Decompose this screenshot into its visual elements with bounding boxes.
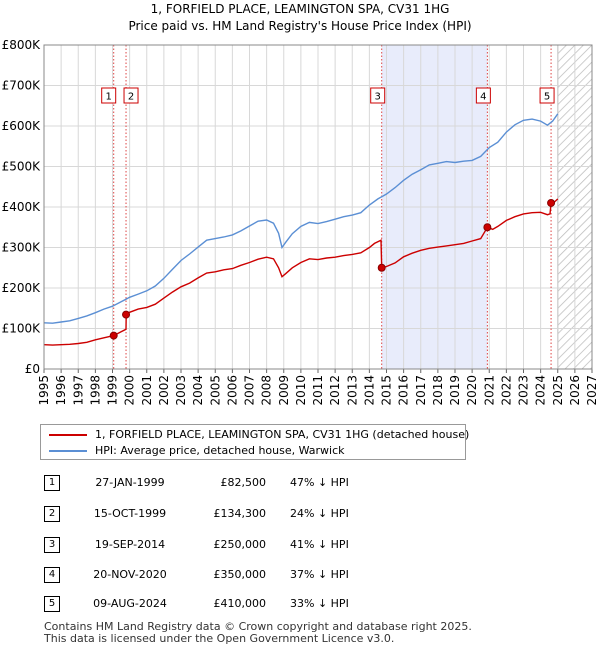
- x-tick-label: 2022: [499, 375, 513, 406]
- sale-point: [109, 331, 118, 340]
- x-tick-label: 2016: [397, 375, 411, 406]
- sale-hpi-delta: 47% ↓ HPI: [290, 476, 349, 489]
- footer-notice: Contains HM Land Registry data © Crown c…: [44, 621, 472, 645]
- footer-licence: This data is licensed under the Open Gov…: [44, 632, 395, 645]
- x-tick-label: 2001: [140, 375, 154, 406]
- x-tick-label: 2013: [345, 375, 359, 406]
- sale-row: 2 15-OCT-1999 £134,300 24% ↓ HPI: [0, 504, 600, 524]
- y-tick-label: £0: [25, 362, 40, 376]
- sale-hpi-delta: 41% ↓ HPI: [290, 538, 349, 551]
- chart-title: 1, FORFIELD PLACE, LEAMINGTON SPA, CV31 …: [151, 2, 450, 16]
- y-tick-label: £200K: [2, 281, 42, 295]
- x-tick-label: 2017: [414, 375, 428, 406]
- legend-item-property: 1, FORFIELD PLACE, LEAMINGTON SPA, CV31 …: [49, 427, 469, 443]
- y-tick-label: £300K: [2, 241, 42, 255]
- y-tick-label: £500K: [2, 160, 42, 174]
- hpi-line: [43, 113, 559, 324]
- sale-row: 4 20-NOV-2020 £350,000 37% ↓ HPI: [0, 565, 600, 585]
- sale-point: [547, 198, 556, 207]
- x-tick-label: 2004: [191, 375, 205, 406]
- x-tick-label: 1997: [71, 375, 85, 406]
- sale-price: £250,000: [213, 538, 267, 551]
- x-tick-label: 2009: [277, 375, 291, 406]
- x-tick-label: 2011: [311, 375, 325, 406]
- x-tick-label: 2023: [517, 375, 531, 406]
- sale-date: 19-SEP-2014: [94, 538, 166, 551]
- x-tick-label: 2025: [551, 375, 565, 406]
- x-tick-label: 2005: [208, 375, 222, 406]
- sale-hpi-delta: 37% ↓ HPI: [290, 568, 349, 581]
- x-tick-label: 2007: [243, 375, 257, 406]
- sale-marker-box: [101, 87, 117, 104]
- x-tick-label: 2019: [448, 375, 462, 406]
- sale-marker-box: [370, 87, 386, 104]
- x-tick-label: 2018: [431, 375, 445, 406]
- y-tick-label: £600K: [2, 119, 42, 133]
- sale-date: 09-AUG-2024: [93, 597, 167, 610]
- x-tick-label: 2014: [362, 375, 376, 406]
- x-tick-label: 2002: [157, 375, 171, 406]
- x-tick-label: 2024: [534, 375, 548, 406]
- chart-subtitle: Price paid vs. HM Land Registry's House …: [128, 19, 471, 33]
- x-tick-label: 1998: [88, 375, 102, 406]
- x-tick-label: 2010: [294, 375, 308, 406]
- x-tick-label: 2015: [380, 375, 394, 406]
- sale-hpi-delta: 33% ↓ HPI: [290, 597, 349, 610]
- sale-marker-label: 3: [375, 92, 381, 103]
- sale-hpi-delta: 24% ↓ HPI: [290, 507, 349, 520]
- plot-frame: [43, 44, 593, 370]
- sale-point: [483, 223, 492, 232]
- sale-date: 20-NOV-2020: [93, 568, 167, 581]
- x-tick-label: 1999: [106, 375, 120, 406]
- sale-date: 27-JAN-1999: [95, 476, 165, 489]
- sale-marker-badge: 4: [44, 567, 60, 583]
- x-tick-label: 2003: [174, 375, 188, 406]
- legend: 1, FORFIELD PLACE, LEAMINGTON SPA, CV31 …: [40, 424, 469, 460]
- x-tick-label: 2006: [225, 375, 239, 406]
- y-tick-label: £800K: [2, 38, 42, 52]
- sale-row: 5 09-AUG-2024 £410,000 33% ↓ HPI: [0, 594, 600, 614]
- y-tick-label: £100K: [2, 322, 42, 336]
- sale-marker-box: [539, 87, 555, 104]
- x-tick-label: 2012: [328, 375, 342, 406]
- x-tick-label: 2008: [260, 375, 274, 406]
- y-tick-label: £700K: [2, 79, 42, 93]
- price-chart: 1, FORFIELD PLACE, LEAMINGTON SPA, CV31 …: [2, 2, 599, 406]
- sale-marker-box: [475, 87, 491, 104]
- sale-marker-badge: 1: [44, 475, 60, 491]
- sale-date: 15-OCT-1999: [93, 507, 167, 520]
- sale-price: £350,000: [213, 568, 267, 581]
- sale-price: £410,000: [213, 597, 267, 610]
- y-tick-label: £400K: [2, 200, 42, 214]
- x-tick-label: 2020: [465, 375, 479, 406]
- sale-point: [377, 263, 386, 272]
- x-tick-label: 2021: [482, 375, 496, 406]
- sale-marker-label: 5: [544, 92, 550, 103]
- sale-marker-badge: 5: [44, 596, 60, 612]
- sale-marker-badge: 2: [44, 506, 60, 522]
- x-tick-label: 1995: [37, 375, 51, 406]
- sale-marker-badge: 3: [44, 537, 60, 553]
- legend-label-hpi: HPI: Average price, detached house, Warw…: [95, 444, 345, 457]
- sale-marker-box: [123, 87, 139, 104]
- x-tick-label: 1996: [54, 375, 68, 406]
- sale-price: £82,500: [220, 476, 267, 489]
- sale-price: £134,300: [213, 507, 267, 520]
- legend-swatch-property: [49, 434, 87, 436]
- legend-swatch-hpi: [49, 450, 87, 452]
- sale-marker-label: 4: [480, 92, 486, 103]
- legend-label-property: 1, FORFIELD PLACE, LEAMINGTON SPA, CV31 …: [95, 428, 470, 441]
- x-tick-label: 2026: [568, 375, 582, 406]
- legend-item-hpi: HPI: Average price, detached house, Warw…: [49, 443, 345, 459]
- x-tick-label: 2000: [123, 375, 137, 406]
- footer-copyright: Contains HM Land Registry data © Crown c…: [44, 620, 472, 633]
- sale-marker-label: 1: [106, 92, 112, 103]
- sale-row: 3 19-SEP-2014 £250,000 41% ↓ HPI: [0, 535, 600, 555]
- sale-row: 1 27-JAN-1999 £82,500 47% ↓ HPI: [0, 473, 600, 493]
- sale-marker-label: 2: [128, 92, 134, 103]
- x-tick-label: 2027: [585, 375, 599, 406]
- sale-point: [122, 310, 131, 319]
